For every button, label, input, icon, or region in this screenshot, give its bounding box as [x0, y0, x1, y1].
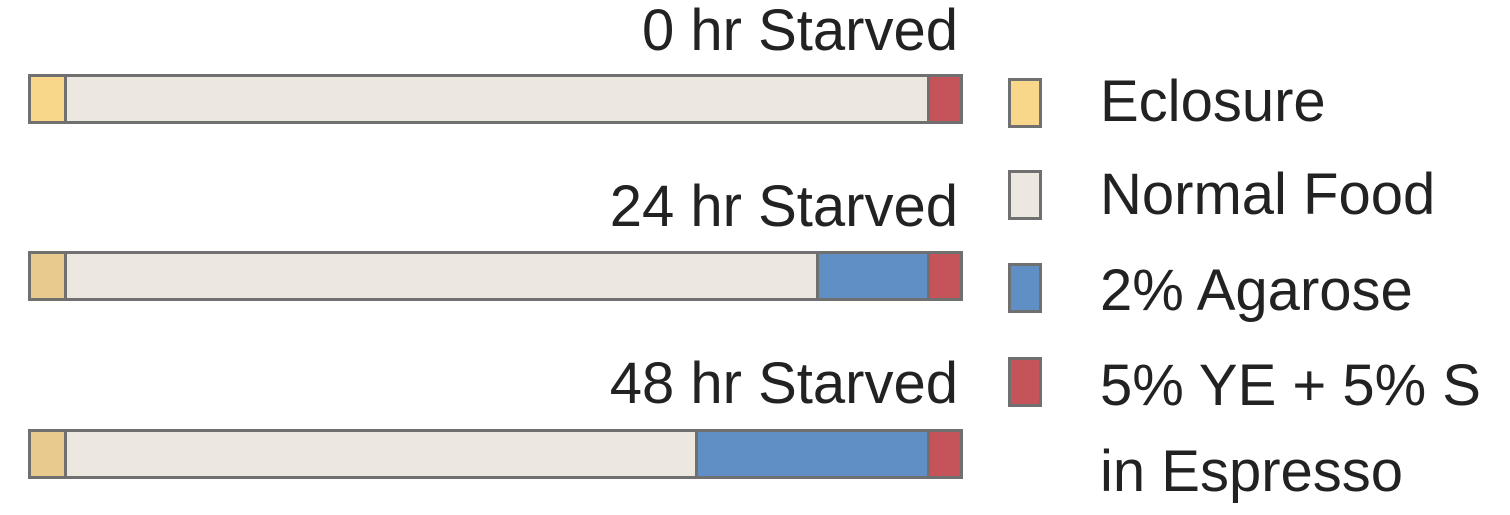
bar-segment-eclosure [31, 77, 64, 121]
legend-label-normal-food: Normal Food [1100, 162, 1436, 227]
bar-segment-ye-s-espresso [927, 254, 960, 298]
bar-segment-eclosure [31, 254, 64, 298]
bar-48hr [28, 429, 963, 479]
bar-24hr [28, 251, 963, 301]
legend-label-eclosure: Eclosure [1100, 69, 1326, 134]
bar-title-0hr: 0 hr Starved [642, 0, 958, 63]
bar-segment-agarose [815, 254, 928, 298]
bar-title-24hr: 24 hr Starved [609, 174, 958, 239]
legend-swatch-eclosure [1008, 78, 1042, 128]
bar-segment-normal-food [63, 254, 816, 298]
bar-title-48hr: 48 hr Starved [609, 351, 958, 416]
legend-label-agarose: 2% Agarose [1100, 258, 1413, 323]
bar-segment-agarose [695, 432, 928, 476]
bar-segment-ye-s-espresso [927, 432, 960, 476]
bar-segment-normal-food [63, 432, 696, 476]
legend-swatch-normal-food [1008, 170, 1042, 220]
bar-segment-ye-s-espresso [927, 77, 960, 121]
bar-segment-normal-food [63, 77, 928, 121]
legend-swatch-agarose [1008, 263, 1042, 313]
legend-swatch-ye-s-espresso [1008, 357, 1042, 407]
bar-segment-eclosure [31, 432, 64, 476]
bar-0hr [28, 74, 963, 124]
legend-label-ye-s-espresso: 5% YE + 5% S in Espresso [1100, 353, 1481, 504]
